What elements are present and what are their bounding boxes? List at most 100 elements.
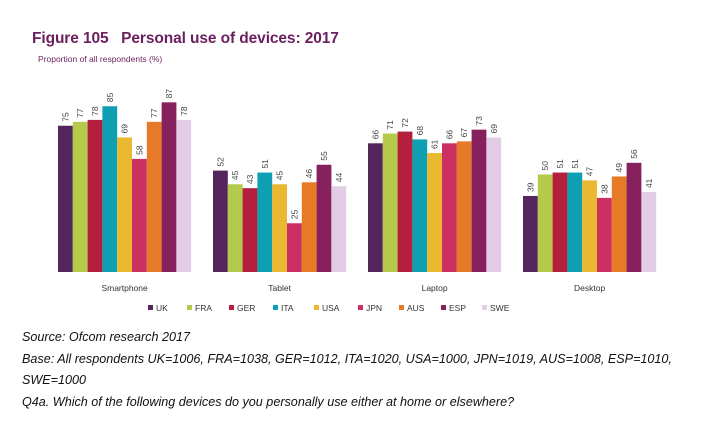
- bar-smartphone-ita: [102, 106, 118, 272]
- value-label: 66: [444, 130, 454, 140]
- bar-tablet-swe: [331, 186, 347, 272]
- legend-label-swe: SWE: [490, 303, 510, 313]
- bar-laptop-aus: [456, 141, 472, 272]
- value-label: 78: [179, 106, 189, 116]
- bar-tablet-fra: [227, 184, 243, 272]
- bar-tablet-aus: [301, 182, 317, 272]
- legend-swatch-fra: [187, 305, 192, 310]
- bar-tablet-uk: [213, 170, 228, 272]
- bar-desktop-swe: [641, 192, 657, 272]
- legend-swatch-ita: [273, 305, 278, 310]
- value-label: 47: [585, 167, 595, 177]
- value-label: 78: [90, 106, 100, 116]
- value-label: 43: [245, 174, 255, 184]
- bar-tablet-esp: [316, 164, 332, 272]
- value-label: 75: [60, 112, 70, 122]
- legend-label-ita: ITA: [281, 303, 294, 313]
- bar-desktop-usa: [582, 180, 597, 272]
- value-label: 69: [489, 124, 499, 134]
- bar-desktop-ger: [552, 172, 568, 272]
- legend-label-esp: ESP: [449, 303, 466, 313]
- value-label: 69: [120, 124, 130, 134]
- bar-desktop-jpn: [597, 197, 612, 272]
- value-label: 72: [400, 118, 410, 128]
- value-label: 44: [334, 172, 344, 182]
- value-label: 46: [304, 169, 314, 179]
- legend-swatch-esp: [441, 305, 446, 310]
- bar-tablet-ita: [257, 172, 273, 272]
- category-label-laptop: Laptop: [422, 283, 448, 293]
- bar-desktop-uk: [523, 195, 538, 272]
- bar-laptop-usa: [427, 153, 442, 272]
- bar-smartphone-esp: [161, 102, 177, 272]
- value-label: 61: [430, 139, 440, 149]
- figure-title: Figure 105 Personal use of devices: 2017: [32, 30, 339, 47]
- value-label: 68: [415, 126, 425, 136]
- legend-label-jpn: JPN: [366, 303, 382, 313]
- value-label: 45: [230, 171, 240, 181]
- bar-tablet-ger: [242, 188, 258, 272]
- bar-laptop-ger: [397, 131, 413, 272]
- value-label: 87: [164, 89, 174, 99]
- value-label: 41: [644, 178, 654, 188]
- bar-smartphone-usa: [117, 137, 132, 272]
- category-label-smartphone: Smartphone: [101, 283, 148, 293]
- bar-desktop-ita: [567, 172, 583, 272]
- bar-tablet-jpn: [287, 223, 302, 272]
- category-labels-layer: Smartphone Tablet Laptop Desktop: [101, 283, 605, 293]
- y-axis-label: Proportion of all respondents (%): [38, 54, 163, 64]
- value-label: 51: [570, 159, 580, 169]
- bar-laptop-ita: [412, 139, 428, 272]
- source-note: Source: Ofcom research 2017: [22, 330, 190, 344]
- bar-smartphone-fra: [72, 121, 88, 272]
- legend: UK FRA GER ITA USA JPN AUS ESP SWE: [148, 303, 510, 313]
- bar-smartphone-jpn: [132, 158, 147, 272]
- value-labels-layer: 75 77 78 85 69 58 77 87 78 52 45 43 51 45 25 46 55 44 66 71…: [60, 89, 653, 220]
- legend-swatch-aus: [399, 305, 404, 310]
- value-label: 77: [149, 108, 159, 118]
- bar-desktop-fra: [537, 174, 553, 272]
- legend-label-ger: GER: [237, 303, 255, 313]
- question-note: Q4a. Which of the following devices do y…: [22, 395, 515, 409]
- legend-swatch-jpn: [358, 305, 363, 310]
- bar-smartphone-uk: [58, 125, 73, 272]
- legend-label-aus: AUS: [407, 303, 425, 313]
- legend-swatch-usa: [314, 305, 319, 310]
- value-label: 66: [370, 130, 380, 140]
- legend-label-usa: USA: [322, 303, 340, 313]
- bar-laptop-fra: [382, 133, 398, 272]
- bar-laptop-jpn: [442, 143, 457, 272]
- value-label: 49: [614, 163, 624, 173]
- value-label: 51: [260, 159, 270, 169]
- bar-tablet-usa: [272, 184, 287, 272]
- legend-swatch-ger: [229, 305, 234, 310]
- value-label: 51: [555, 159, 565, 169]
- value-label: 39: [525, 182, 535, 192]
- bar-desktop-esp: [626, 162, 642, 272]
- bar-laptop-swe: [486, 137, 502, 272]
- value-label: 56: [629, 149, 639, 159]
- value-label: 73: [474, 116, 484, 126]
- value-label: 25: [289, 210, 299, 220]
- value-label: 55: [319, 151, 329, 161]
- value-label: 85: [105, 93, 115, 103]
- category-label-desktop: Desktop: [574, 283, 605, 293]
- bar-desktop-aus: [611, 176, 627, 272]
- bar-smartphone-ger: [87, 119, 103, 273]
- bar-smartphone-swe: [176, 119, 192, 273]
- value-label: 38: [599, 184, 609, 194]
- value-label: 77: [75, 108, 85, 118]
- bar-laptop-esp: [471, 129, 487, 272]
- bar-smartphone-aus: [146, 121, 162, 272]
- category-label-tablet: Tablet: [268, 283, 291, 293]
- value-label: 58: [134, 145, 144, 155]
- legend-swatch-swe: [482, 305, 487, 310]
- legend-label-uk: UK: [156, 303, 168, 313]
- base-note: Base: All respondents UK=1006, FRA=1038,…: [22, 352, 672, 366]
- value-label: 50: [540, 161, 550, 171]
- value-label: 52: [215, 157, 225, 167]
- bar-laptop-uk: [368, 143, 383, 272]
- value-label: 45: [275, 171, 285, 181]
- bars-layer: [58, 102, 657, 273]
